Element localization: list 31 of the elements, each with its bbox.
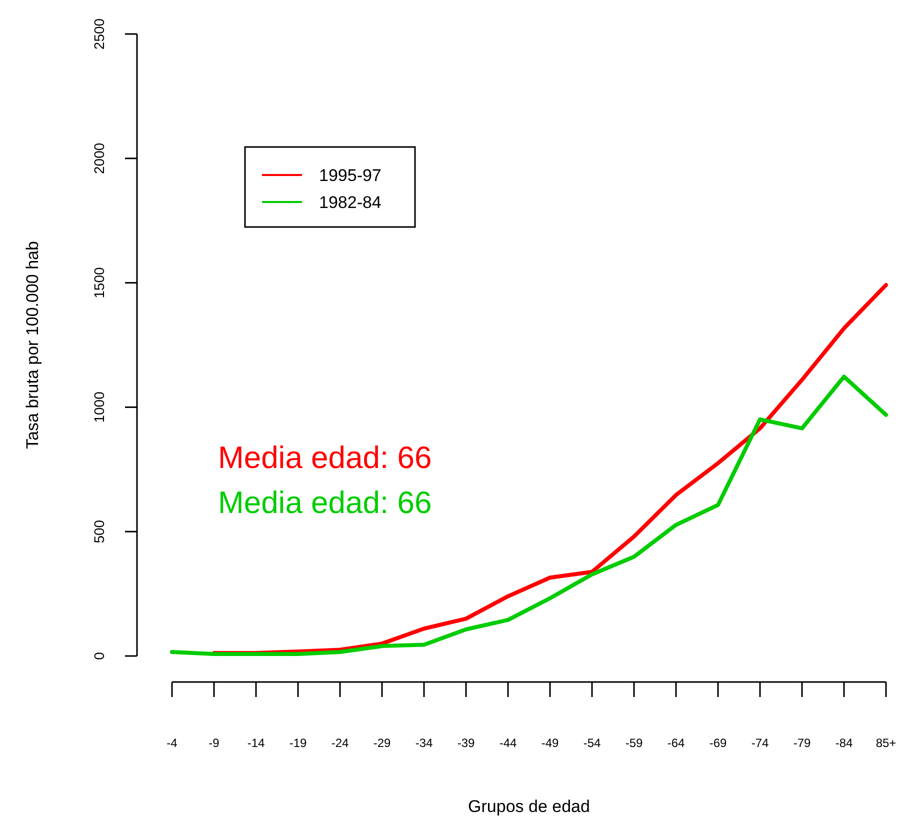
legend-label: 1982-84 — [319, 193, 382, 212]
y-tick-label: 1000 — [91, 391, 107, 423]
x-tick-label: -54 — [583, 736, 601, 750]
x-tick-label: -74 — [751, 736, 769, 750]
x-tick-label: -64 — [667, 736, 685, 750]
x-tick-label: -4 — [166, 736, 178, 750]
annotation: Media edad: 66 — [218, 485, 432, 520]
legend-label: 1995-97 — [319, 166, 382, 185]
x-tick-label: -44 — [499, 736, 517, 750]
y-axis-title: Tasa bruta por 100.000 hab — [23, 241, 42, 449]
y-tick-label: 2500 — [91, 18, 107, 50]
x-tick-label: -69 — [709, 736, 727, 750]
x-tick-label: -14 — [247, 736, 265, 750]
x-tick-label: -9 — [208, 736, 220, 750]
x-tick-label: -39 — [457, 736, 475, 750]
x-tick-label: -34 — [415, 736, 433, 750]
y-tick-label: 1500 — [91, 267, 107, 298]
x-tick-label: -29 — [373, 736, 391, 750]
x-tick-label: -59 — [625, 736, 643, 750]
x-tick-label: -84 — [835, 736, 853, 750]
annotation: Media edad: 66 — [218, 440, 432, 475]
x-tick-label: -19 — [289, 736, 307, 750]
x-tick-label: 85+ — [876, 736, 896, 750]
x-tick-label: -79 — [793, 736, 811, 750]
y-tick-label: 2000 — [91, 142, 107, 174]
x-tick-label: -49 — [541, 736, 559, 750]
line-series — [170, 374, 888, 656]
y-tick-label: 0 — [91, 652, 107, 660]
x-axis-title: Grupos de edad — [468, 797, 590, 816]
x-tick-label: -24 — [331, 736, 349, 750]
y-tick-label: 500 — [91, 520, 107, 544]
